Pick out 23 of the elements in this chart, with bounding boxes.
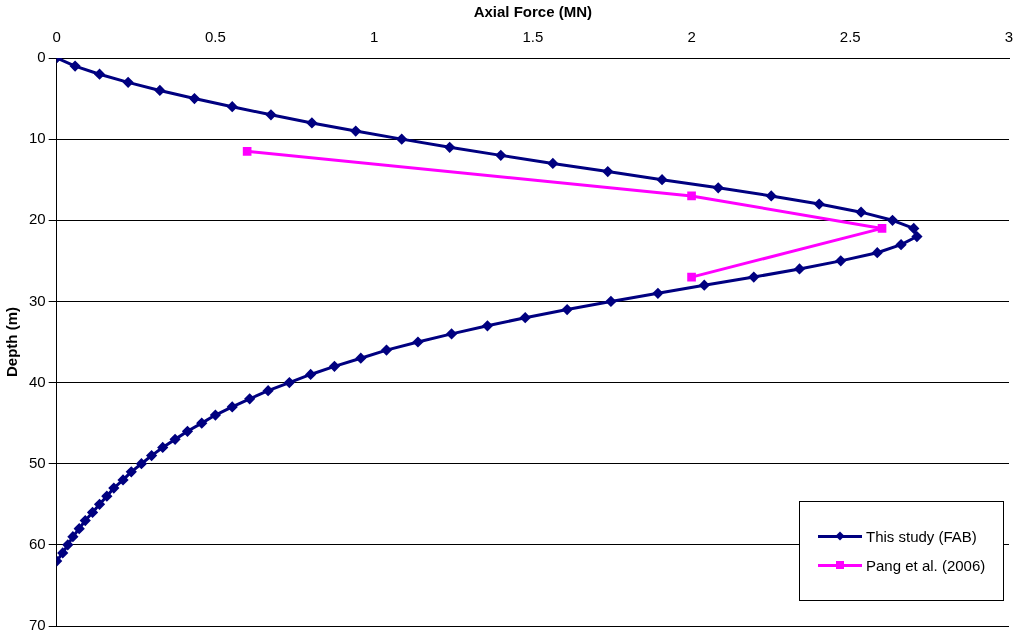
y-tick-label: 60: [29, 535, 46, 552]
point: [877, 224, 887, 233]
x-tick-label: 0.5: [204, 28, 226, 46]
y-axis-title: Depth (m): [3, 307, 21, 377]
x-tick-label: 1: [369, 28, 379, 46]
y-tick-label: 50: [29, 453, 46, 471]
y-tick-label: 30: [29, 291, 46, 309]
legend-label: Pang et al. (2006): [866, 557, 986, 574]
x-tick-label: 3: [1004, 28, 1014, 46]
x-tick-label: 1.5: [522, 28, 544, 46]
point: [687, 191, 696, 201]
x-tick-label: 2: [687, 28, 696, 46]
point: [242, 146, 252, 156]
legend-label: This study (FAB): [866, 528, 977, 545]
y-tick-label: 10: [29, 129, 46, 147]
x-tick-label: 2.5: [839, 28, 861, 46]
x-axis-title: Axial Force (MN): [473, 3, 593, 21]
x-tick-label: 0: [52, 28, 61, 46]
y-tick-label: 20: [29, 210, 46, 228]
y-tick-label: 40: [29, 372, 46, 390]
y-tick-label: 70: [29, 616, 46, 634]
y-tick-label: 0: [37, 48, 46, 66]
point: [687, 272, 696, 282]
